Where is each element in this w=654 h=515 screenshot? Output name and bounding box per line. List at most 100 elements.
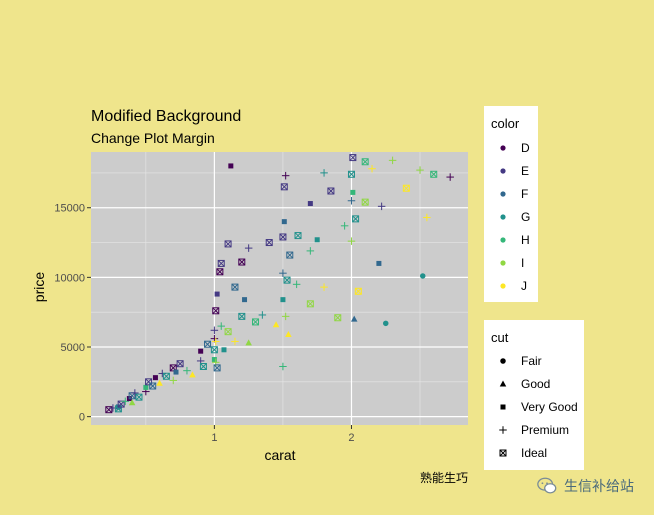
data-point (173, 369, 179, 375)
data-point (213, 364, 221, 372)
legend-color-label: G (521, 210, 530, 224)
data-point (265, 239, 273, 247)
data-point (224, 240, 232, 248)
data-point (189, 371, 196, 378)
data-point (361, 158, 369, 166)
legend-color-label: I (521, 256, 524, 270)
data-point (231, 337, 239, 346)
legend-color-key (500, 145, 506, 151)
data-point (212, 337, 220, 346)
data-point (169, 376, 178, 385)
data-point (228, 163, 234, 169)
data-point (281, 171, 290, 180)
data-point (402, 184, 410, 192)
data-point (224, 328, 232, 336)
data-point (279, 362, 287, 371)
data-point (135, 393, 143, 401)
x-tick-label: 1 (211, 432, 217, 444)
data-point (347, 170, 355, 178)
legend-cut-label: Premium (521, 423, 569, 437)
data-point (210, 326, 219, 335)
legend-cut-label: Very Good (521, 400, 578, 414)
legend-color-label: D (521, 141, 530, 155)
data-point (285, 330, 292, 337)
data-point (382, 320, 389, 327)
data-point (221, 347, 227, 353)
data-point (354, 287, 362, 295)
legend-color-key (500, 168, 506, 174)
y-tick-label: 5000 (61, 342, 85, 354)
data-point (279, 269, 287, 277)
data-point (128, 399, 136, 406)
data-point (361, 198, 369, 206)
legend-color-key (500, 214, 506, 220)
legend-cut-key (499, 449, 507, 457)
data-point (352, 215, 360, 223)
plot-area: 0 5000 10000 15000 1 2 (54, 152, 468, 444)
data-point (143, 384, 149, 390)
legend-color-key (500, 260, 506, 266)
y-tick-label: 0 (79, 412, 85, 424)
data-point (306, 247, 315, 255)
data-point (292, 280, 301, 289)
plot-panel (91, 152, 468, 425)
data-point (121, 397, 130, 406)
x-tick-label: 2 (348, 432, 354, 444)
data-point (286, 251, 294, 259)
data-point (216, 268, 224, 276)
data-point (423, 213, 431, 222)
y-tick-label: 15000 (54, 203, 85, 215)
data-point (117, 400, 125, 408)
data-point (327, 187, 335, 195)
data-point (280, 183, 288, 191)
legend-color-title: color (491, 116, 520, 131)
legend-color-label: H (521, 233, 530, 247)
data-point (238, 258, 246, 266)
data-point (320, 283, 328, 291)
data-point (376, 260, 382, 266)
legend-color-label: J (521, 279, 527, 293)
data-point (176, 360, 184, 368)
data-point (183, 366, 191, 375)
data-point (217, 322, 225, 330)
legend-cut-box (484, 320, 584, 470)
data-point (280, 297, 286, 303)
legend-color-box (484, 106, 538, 302)
data-point (368, 164, 376, 173)
data-point (283, 276, 291, 284)
data-point (294, 232, 302, 240)
legend-cut-key (499, 426, 507, 434)
data-point (217, 259, 225, 267)
data-point (258, 311, 267, 319)
data-point (416, 166, 424, 174)
data-point (349, 154, 357, 162)
legend-cut-label: Good (521, 377, 550, 391)
data-point (242, 297, 248, 303)
data-point (145, 378, 153, 386)
data-point (198, 348, 204, 354)
data-point (281, 312, 290, 321)
legend-color-label: F (521, 187, 528, 201)
legend-color-key (500, 237, 506, 243)
data-point (340, 222, 349, 230)
data-point (334, 314, 342, 322)
data-point (131, 389, 139, 397)
legend-cut-label: Fair (521, 354, 542, 368)
legend-color-key (500, 191, 506, 197)
x-axis-title: carat (264, 447, 295, 463)
legend-cut-label: Ideal (521, 446, 547, 460)
wechat-icon (537, 477, 557, 494)
data-point (350, 189, 356, 195)
legend-color-key (500, 283, 506, 289)
legend-cut-key (500, 358, 506, 364)
data-point (210, 346, 218, 354)
y-axis-title: price (31, 272, 47, 303)
data-point (446, 173, 454, 181)
chart-subtitle: Change Plot Margin (91, 130, 215, 146)
watermark-text: 生信补给站 (564, 479, 634, 495)
watermark: 生信补给站 (536, 475, 634, 497)
data-point (244, 244, 253, 252)
data-point (212, 307, 220, 315)
data-point (347, 237, 356, 245)
